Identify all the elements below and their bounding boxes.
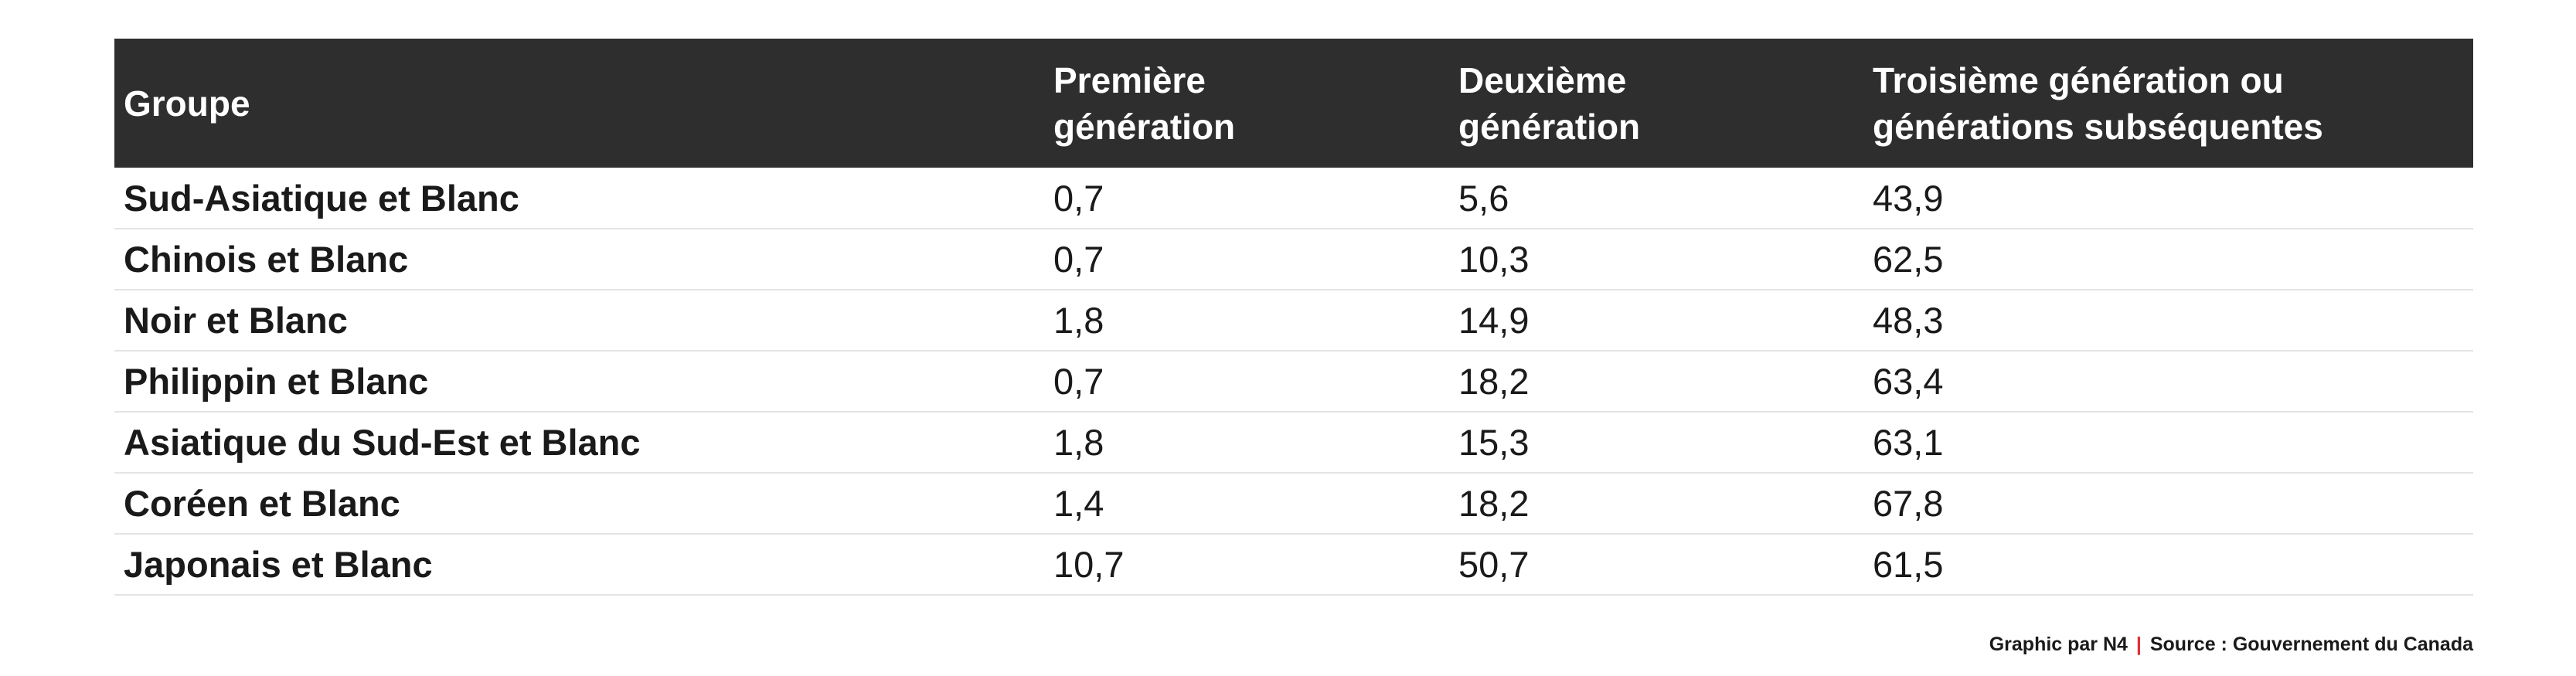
column-header-groupe: Groupe — [114, 39, 1044, 168]
cell-deuxieme-generation: 10,3 — [1458, 239, 1530, 280]
table-body: Sud-Asiatique et Blanc 0,7 5,6 43,9 Chinois … — [114, 168, 2473, 595]
cell-deuxieme-generation: 18,2 — [1458, 483, 1530, 524]
cell-premiere-generation: 0,7 — [1053, 239, 1104, 280]
column-header-deuxieme-generation: Deuxième génération — [1449, 39, 1863, 168]
cell-troisieme-generation: 61,5 — [1873, 544, 1944, 585]
cell-group: Coréen et Blanc — [124, 483, 400, 524]
cell-troisieme-generation: 48,3 — [1873, 300, 1944, 341]
data-table: Groupe Première génération Deuxième géné… — [114, 39, 2473, 596]
cell-deuxieme-generation: 14,9 — [1458, 300, 1530, 341]
cell-troisieme-generation: 63,1 — [1873, 422, 1944, 463]
cell-troisieme-generation: 62,5 — [1873, 239, 1944, 280]
cell-group: Noir et Blanc — [124, 300, 348, 341]
cell-troisieme-generation: 43,9 — [1873, 177, 1944, 219]
cell-premiere-generation: 10,7 — [1053, 544, 1125, 585]
cell-premiere-generation: 0,7 — [1053, 361, 1104, 402]
cell-premiere-generation: 0,7 — [1053, 177, 1104, 219]
table-header: Groupe Première génération Deuxième géné… — [114, 39, 2473, 168]
table-row: Noir et Blanc 1,8 14,9 48,3 — [114, 290, 2473, 351]
column-header-groupe-line-1: Groupe — [124, 83, 250, 124]
cell-group: Japonais et Blanc — [124, 544, 433, 585]
column-header-premiere-generation-line-2: génération — [1053, 106, 1236, 147]
table-row: Asiatique du Sud-Est et Blanc 1,8 15,3 63,1 — [114, 412, 2473, 473]
cell-group: Sud-Asiatique et Blanc — [124, 177, 519, 219]
table-row: Philippin et Blanc 0,7 18,2 63,4 — [114, 351, 2473, 412]
cell-deuxieme-generation: 5,6 — [1458, 177, 1509, 219]
cell-deuxieme-generation: 15,3 — [1458, 422, 1530, 463]
column-header-troisieme-generation: Troisième génération ou générations subs… — [1863, 39, 2473, 168]
cell-premiere-generation: 1,8 — [1053, 300, 1104, 341]
footer-separator: | — [2135, 634, 2142, 655]
cell-group: Chinois et Blanc — [124, 239, 409, 280]
footer-credit-text: Graphic par N4 — [1989, 634, 2128, 655]
footer-source-text: Source : Gouvernement du Canada — [2149, 634, 2473, 655]
table-row: Japonais et Blanc 10,7 50,7 61,5 — [114, 534, 2473, 595]
data-table-container: Groupe Première génération Deuxième géné… — [114, 39, 2473, 596]
column-header-premiere-generation-line-1: Première — [1053, 59, 1206, 100]
column-header-troisieme-generation-line-2: générations subséquentes — [1873, 106, 2323, 147]
cell-troisieme-generation: 63,4 — [1873, 361, 1944, 402]
column-header-deuxieme-generation-line-2: génération — [1458, 106, 1641, 147]
column-header-deuxieme-generation-line-1: Deuxième — [1458, 59, 1627, 100]
cell-troisieme-generation: 67,8 — [1873, 483, 1944, 524]
column-header-troisieme-generation-line-1: Troisième génération ou — [1873, 59, 2284, 100]
cell-premiere-generation: 1,4 — [1053, 483, 1104, 524]
table-row: Coréen et Blanc 1,4 18,2 67,8 — [114, 473, 2473, 534]
cell-deuxieme-generation: 50,7 — [1458, 544, 1530, 585]
header-row: Groupe Première génération Deuxième géné… — [114, 39, 2473, 168]
table-row: Sud-Asiatique et Blanc 0,7 5,6 43,9 — [114, 168, 2473, 229]
cell-deuxieme-generation: 18,2 — [1458, 361, 1530, 402]
cell-premiere-generation: 1,8 — [1053, 422, 1104, 463]
cell-group: Philippin et Blanc — [124, 361, 429, 402]
table-row: Chinois et Blanc 0,7 10,3 62,5 — [114, 229, 2473, 290]
footer-credit: Graphic par N4 | Source : Gouvernement d… — [1989, 634, 2473, 656]
cell-group: Asiatique du Sud-Est et Blanc — [124, 422, 641, 463]
column-header-premiere-generation: Première génération — [1044, 39, 1449, 168]
